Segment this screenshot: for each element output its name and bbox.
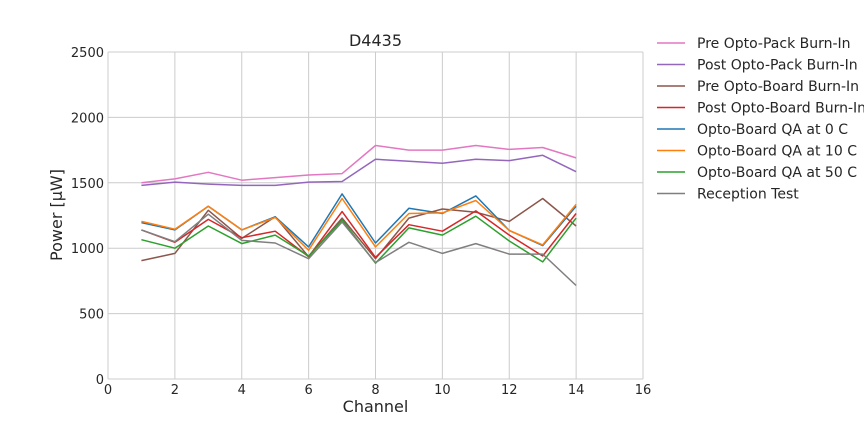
x-tick-label: 16 (635, 383, 652, 398)
chart-title: D4435 (349, 31, 402, 50)
x-tick-label: 14 (568, 383, 585, 398)
x-tick-label: 8 (371, 383, 379, 398)
axes: 0 2 4 6 8 10 12 14 16 0 500 1000 1500 2000 2500 (71, 46, 651, 398)
x-tick-label: 0 (104, 383, 112, 398)
legend-label-8: Reception Test (697, 187, 799, 203)
legend-label-6: Opto-Board QA at 10 C (697, 144, 857, 160)
legend-label-2: Post Opto-Pack Burn-In (697, 58, 858, 74)
x-tick-label: 6 (304, 383, 312, 398)
legend: Pre Opto-Pack Burn-In Post Opto-Pack Burn… (657, 36, 864, 203)
grid-lines (107, 51, 644, 380)
y-axis-title: Power [μW] (47, 169, 66, 261)
series-line-2 (141, 154, 577, 187)
series-lines (141, 144, 577, 287)
legend-label-1: Pre Opto-Pack Burn-In (697, 36, 851, 52)
series-line-6 (141, 197, 577, 251)
x-tick-label: 12 (501, 383, 518, 398)
legend-label-5: Opto-Board QA at 0 C (697, 122, 848, 138)
y-tick-label: 2500 (71, 46, 104, 61)
legend-label-7: Opto-Board QA at 50 C (697, 165, 857, 181)
legend-label-4: Post Opto-Board Burn-In (697, 101, 864, 117)
series-line-3 (141, 197, 577, 262)
x-tick-label: 4 (238, 383, 246, 398)
series-line-4 (141, 210, 577, 259)
y-tick-label: 0 (96, 373, 104, 388)
series-line-8 (141, 213, 577, 287)
legend-label-3: Pre Opto-Board Burn-In (697, 79, 859, 95)
x-tick-label: 10 (434, 383, 451, 398)
y-tick-label: 2000 (71, 111, 104, 126)
y-tick-label: 1000 (71, 242, 104, 257)
y-tick-label: 1500 (71, 177, 104, 192)
x-axis-title: Channel (343, 397, 409, 416)
series-line-1 (141, 144, 577, 184)
y-tick-label: 500 (79, 308, 104, 323)
x-tick-label: 2 (171, 383, 179, 398)
